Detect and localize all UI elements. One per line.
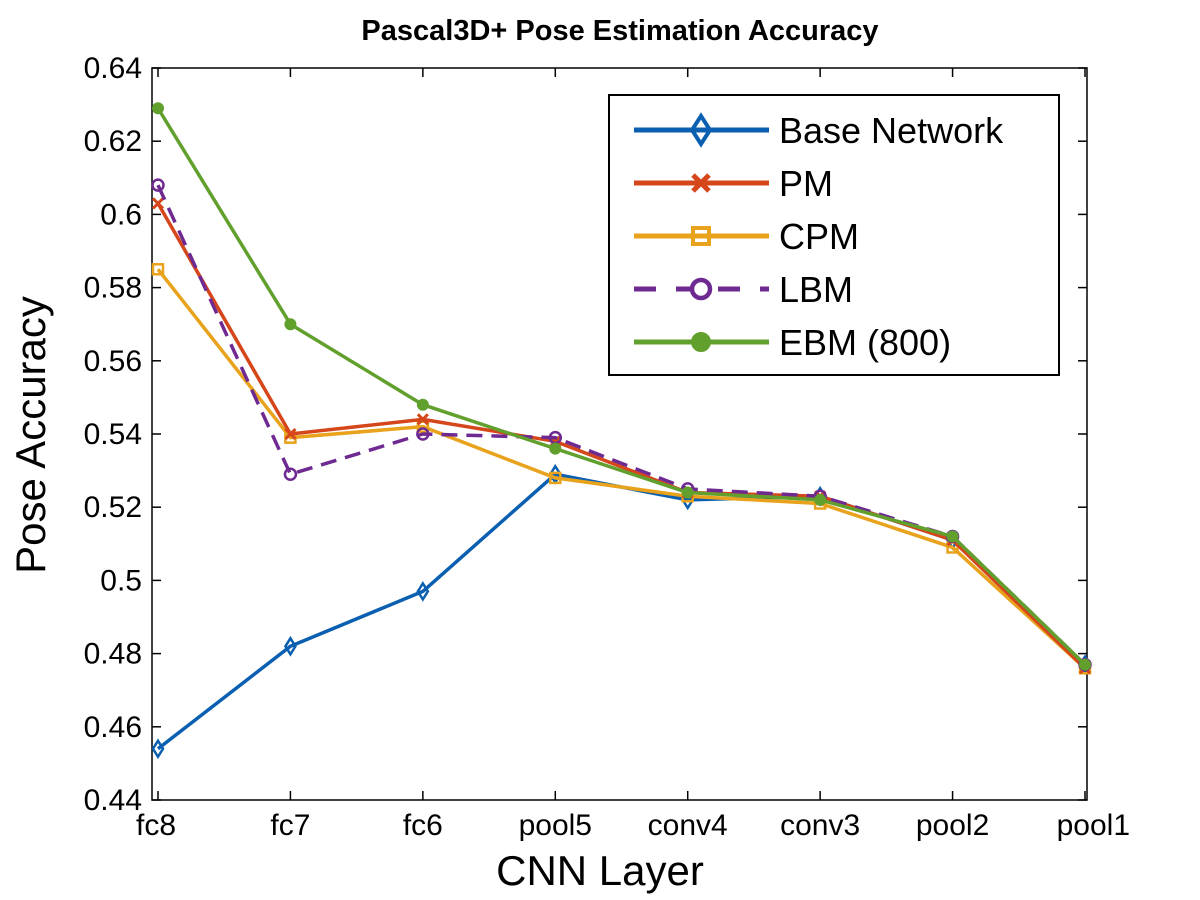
x-tick-label: pool1 xyxy=(1057,809,1130,842)
y-tick-label: 0.58 xyxy=(84,272,142,305)
data-point-base-network-fc6 xyxy=(416,581,430,602)
legend-marker-ebm-800 xyxy=(691,332,711,352)
legend-label-base-network: Base Network xyxy=(779,110,1004,151)
legend-label-cpm: CPM xyxy=(779,216,859,257)
legend-entry-lbm: LBM xyxy=(634,269,853,310)
data-point-lbm-fc7 xyxy=(283,467,298,482)
series-line-pm xyxy=(156,202,1087,670)
data-point-base-network-fc7 xyxy=(283,635,297,657)
data-point-pm-fc7 xyxy=(284,427,297,441)
legend-label-ebm-800: EBM (800) xyxy=(779,322,951,363)
legend-marker-lbm xyxy=(689,277,713,301)
y-tick-label: 0.54 xyxy=(84,418,142,451)
data-point-ebm-800-pool2 xyxy=(946,530,959,543)
legend-marker-cpm xyxy=(691,226,711,246)
data-point-pm-fc6 xyxy=(416,413,429,426)
y-tick-label: 0.56 xyxy=(84,345,142,378)
legend-entry-ebm-800: EBM (800) xyxy=(634,322,951,363)
x-axis-label: CNN Layer xyxy=(496,847,704,894)
data-point-ebm-800-fc6 xyxy=(416,398,429,411)
data-point-ebm-800-conv3 xyxy=(814,493,827,506)
data-point-lbm-fc8 xyxy=(151,178,165,192)
x-tick-label: fc8 xyxy=(136,809,176,842)
y-tick-label: 0.44 xyxy=(84,784,142,817)
x-tick-label: fc6 xyxy=(403,809,443,842)
y-tick-label: 0.62 xyxy=(84,125,142,158)
legend-entry-cpm: CPM xyxy=(634,216,859,257)
x-tick-label: conv3 xyxy=(780,809,860,842)
legend-marker-pm xyxy=(691,173,711,193)
y-tick-label: 0.52 xyxy=(84,491,142,524)
data-point-cpm-fc6 xyxy=(416,420,430,433)
series-ebm-800 xyxy=(152,102,1091,671)
data-point-ebm-800-pool5 xyxy=(549,442,562,455)
legend: Base Network PM CPM LBM EBM (800) xyxy=(608,94,1060,376)
y-tick-label: 0.64 xyxy=(84,52,142,85)
data-point-pm-fc8 xyxy=(151,197,165,210)
x-tick-label: conv4 xyxy=(648,809,728,842)
legend-label-pm: PM xyxy=(779,163,833,204)
y-tick-label: 0.5 xyxy=(100,564,142,597)
x-tick-label: fc7 xyxy=(270,809,310,842)
series-line-ebm-800 xyxy=(156,107,1087,666)
x-tick-label: pool2 xyxy=(916,809,989,842)
data-point-ebm-800-pool1 xyxy=(1079,658,1091,671)
y-tick-label: 0.48 xyxy=(84,638,142,671)
legend-label-lbm: LBM xyxy=(779,269,853,310)
y-tick-label: 0.46 xyxy=(84,711,142,744)
data-point-base-network-fc8 xyxy=(151,738,165,760)
series-line-cpm xyxy=(156,268,1087,670)
data-point-ebm-800-conv4 xyxy=(681,486,694,499)
data-point-ebm-800-fc7 xyxy=(284,318,297,331)
data-point-cpm-pool5 xyxy=(549,471,562,485)
data-point-cpm-fc8 xyxy=(151,263,165,276)
legend-entry-pm: PM xyxy=(634,163,833,204)
x-tick-label: pool5 xyxy=(519,809,592,842)
y-tick-label: 0.6 xyxy=(100,198,142,231)
data-point-lbm-fc6 xyxy=(416,427,430,441)
y-axis-label: Pose Accuracy xyxy=(7,296,54,574)
data-point-ebm-800-fc8 xyxy=(152,102,164,115)
chart-title: Pascal3D+ Pose Estimation Accuracy xyxy=(361,15,878,47)
legend-marker-base-network xyxy=(689,112,713,148)
legend-entry-base-network: Base Network xyxy=(634,110,1004,151)
axes: 0.44 0.46 0.48 0.5 0.52 0.54 0.56 0.58 0.6 0.62 0.… xyxy=(84,52,1130,842)
series-lines xyxy=(151,102,1092,760)
